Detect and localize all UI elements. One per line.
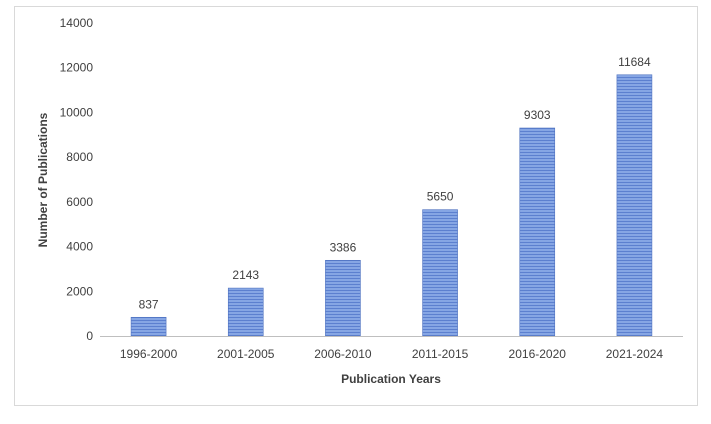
x-tick-label: 2021-2024 xyxy=(606,347,664,361)
data-label: 2143 xyxy=(232,268,259,282)
bar xyxy=(422,209,458,337)
bar xyxy=(227,287,264,337)
x-tick-label: 2001-2005 xyxy=(217,347,275,361)
x-tick-label: 2006-2010 xyxy=(314,347,372,361)
bar xyxy=(519,127,556,337)
x-axis-title: Publication Years xyxy=(341,372,441,386)
data-label: 837 xyxy=(139,297,159,311)
y-tick-label: 12000 xyxy=(60,61,94,75)
y-tick-label: 14000 xyxy=(60,16,94,30)
data-label: 5650 xyxy=(427,190,454,204)
data-labels: 837 2143 3386 5650 9303 11684 xyxy=(139,55,651,312)
bar xyxy=(130,316,167,337)
y-axis-title: Number of Publications xyxy=(36,112,50,247)
data-label: 3386 xyxy=(330,240,357,254)
data-label: 9303 xyxy=(524,108,551,122)
bars xyxy=(130,74,653,337)
chart-frame xyxy=(14,6,698,406)
y-tick-label: 10000 xyxy=(60,105,94,119)
y-tick-label: 6000 xyxy=(66,195,93,209)
y-axis-ticks: 0 2000 4000 6000 8000 10000 12000 14000 xyxy=(60,16,94,343)
y-tick-label: 2000 xyxy=(66,284,93,298)
x-tick-label: 2011-2015 xyxy=(412,347,469,361)
x-axis-ticks: 1996-2000 2001-2005 2006-2010 2011-2015 2016… xyxy=(120,347,664,361)
bar xyxy=(616,74,653,337)
bar xyxy=(325,259,361,337)
y-tick-label: 0 xyxy=(86,329,93,343)
y-tick-label: 8000 xyxy=(66,150,93,164)
x-tick-label: 1996-2000 xyxy=(120,347,178,361)
x-tick-label: 2016-2020 xyxy=(509,347,567,361)
data-label: 11684 xyxy=(618,55,651,69)
y-tick-label: 4000 xyxy=(66,240,93,254)
